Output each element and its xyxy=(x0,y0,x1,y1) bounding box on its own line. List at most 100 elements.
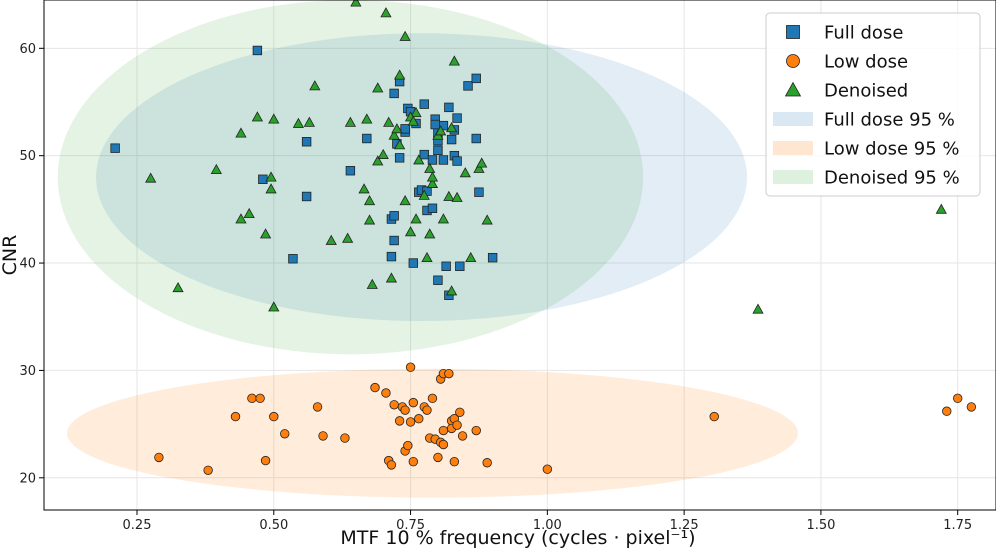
data-point xyxy=(430,119,440,130)
data-point xyxy=(542,464,553,474)
data-point xyxy=(252,45,263,56)
data-point xyxy=(482,458,492,468)
data-point xyxy=(966,402,977,412)
legend-label: Low dose 95 % xyxy=(824,139,960,160)
data-point xyxy=(405,362,416,372)
data-point xyxy=(288,254,298,264)
data-point xyxy=(383,116,395,127)
legend-item-ellipse: Full dose 95 % xyxy=(773,110,955,131)
y-tick-label: 20 xyxy=(19,471,36,486)
series-low-dose xyxy=(154,362,977,475)
legend-label: Full dose xyxy=(824,23,903,44)
data-point xyxy=(340,433,350,443)
data-point xyxy=(377,148,389,159)
data-point xyxy=(404,226,417,237)
data-point xyxy=(427,393,438,404)
data-point xyxy=(110,143,120,153)
y-tick-label: 60 xyxy=(19,42,36,57)
data-point xyxy=(408,456,419,467)
data-point xyxy=(451,191,463,202)
legend-frame xyxy=(765,12,981,197)
data-point xyxy=(426,177,439,188)
data-point xyxy=(471,425,481,436)
data-point xyxy=(410,213,422,224)
data-point xyxy=(455,261,465,271)
data-point xyxy=(408,258,419,268)
data-point xyxy=(446,134,457,145)
data-point xyxy=(361,113,373,124)
data-point xyxy=(386,251,397,262)
data-point xyxy=(388,129,400,140)
data-point xyxy=(441,261,451,271)
data-point xyxy=(443,190,455,201)
y-tick-label: 40 xyxy=(19,257,36,272)
data-point xyxy=(452,420,462,430)
data-point xyxy=(709,411,719,422)
data-point xyxy=(363,214,376,225)
data-point xyxy=(424,228,436,239)
legend-marker-circle xyxy=(786,54,800,68)
data-point xyxy=(476,157,488,168)
axis-ticks: 0.25 0.50 0.75 1.00 1.25 1.50 1.75 20 30 40 50 60 xyxy=(19,42,972,533)
data-point xyxy=(421,251,433,263)
confidence-ellipse xyxy=(66,368,798,498)
data-point xyxy=(269,411,279,422)
data-point xyxy=(438,155,449,165)
data-points xyxy=(110,0,977,475)
data-point xyxy=(433,452,443,463)
data-point xyxy=(312,402,323,412)
data-point xyxy=(385,272,398,283)
x-tick-label: 0.75 xyxy=(396,518,425,533)
data-point xyxy=(303,116,315,127)
x-tick-label: 0.50 xyxy=(259,518,288,533)
legend-marker-square xyxy=(786,25,800,39)
data-point xyxy=(389,400,399,410)
data-point xyxy=(370,382,380,393)
data-point xyxy=(400,124,410,134)
data-point xyxy=(210,163,222,174)
data-point xyxy=(145,172,157,183)
data-point xyxy=(452,113,462,123)
confidence-ellipse xyxy=(95,33,748,322)
data-point xyxy=(400,405,410,415)
data-point xyxy=(260,455,271,466)
data-point xyxy=(394,416,405,426)
data-point xyxy=(452,156,462,166)
x-tick-label: 1.50 xyxy=(806,518,835,533)
data-point xyxy=(342,232,354,243)
legend-swatch xyxy=(773,141,813,155)
legend-label: Denoised 95 % xyxy=(824,168,960,189)
data-point xyxy=(301,191,312,202)
data-point xyxy=(247,393,257,404)
data-point xyxy=(457,431,468,441)
data-point xyxy=(154,452,164,463)
data-point xyxy=(389,211,399,221)
data-point xyxy=(405,417,416,427)
legend-item-low-dose: Low dose xyxy=(786,52,908,73)
data-point xyxy=(268,113,280,124)
data-point xyxy=(419,99,429,109)
data-point xyxy=(463,81,473,91)
data-point xyxy=(473,162,485,173)
data-point xyxy=(381,388,391,398)
data-point xyxy=(235,127,247,138)
legend: Full dose Low dose Denoised Full dose 95 % L… xyxy=(765,12,981,197)
data-point xyxy=(410,106,422,118)
data-point xyxy=(471,73,481,84)
data-point xyxy=(394,69,406,80)
data-point xyxy=(438,439,449,450)
data-point xyxy=(265,183,277,194)
data-point xyxy=(438,425,449,436)
data-point xyxy=(301,137,312,147)
data-point xyxy=(942,406,952,416)
legend-marker-triangle xyxy=(784,81,802,97)
data-point xyxy=(481,214,493,225)
data-point xyxy=(422,405,432,415)
x-tick-label: 1.25 xyxy=(670,518,699,533)
x-tick-label: 0.25 xyxy=(123,518,152,533)
data-point xyxy=(366,278,378,289)
data-point xyxy=(445,285,458,296)
data-point xyxy=(455,407,465,417)
data-point xyxy=(437,213,450,224)
data-point xyxy=(389,235,399,246)
